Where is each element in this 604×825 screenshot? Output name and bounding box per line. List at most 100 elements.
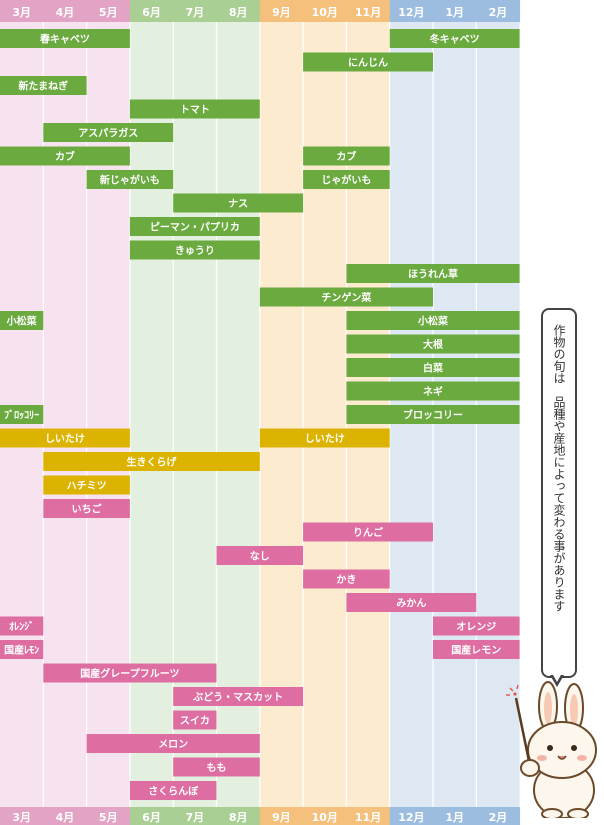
season-bar: スイカ [173, 710, 217, 730]
month-footer-cell [389, 807, 434, 825]
season-bar-label: ネギ [423, 385, 443, 398]
note-callout: 作物の旬は 品種や産地によって変わる事があります [541, 308, 577, 678]
month-footer-cell [216, 807, 261, 825]
season-bar: 新たまねぎ [0, 76, 87, 95]
season-bar: ブロッコリー [346, 405, 520, 424]
season-bar-rect [0, 311, 44, 330]
season-bar: トマト [129, 99, 260, 119]
month-column-bg [303, 0, 347, 825]
month-label-top: 2月 [489, 6, 508, 19]
season-bar-rect [129, 99, 260, 119]
season-bar: 新じゃがいも [86, 170, 174, 189]
month-footer-cell [433, 807, 477, 825]
season-bar-label: 大根 [423, 338, 443, 351]
month-header-cell [86, 0, 131, 22]
season-bar-label: スイカ [180, 715, 210, 727]
month-label-top: 7月 [186, 6, 205, 19]
month-label-bottom: 3月 [12, 811, 31, 824]
season-bar: 国産グレープフルーツ [43, 663, 217, 683]
note-text: 作物の旬は 品種や産地によって変わる事があります [552, 324, 566, 612]
season-bar: にんじん [303, 52, 433, 72]
season-bar-rect [129, 217, 260, 236]
season-bar-rect [303, 569, 390, 589]
season-bar: チンゲン菜 [259, 287, 433, 307]
month-footer-cell [0, 807, 44, 825]
month-label-bottom: 9月 [272, 811, 291, 824]
season-bar-rect [346, 311, 520, 330]
season-bar-label: ブロッコリー [403, 409, 463, 422]
month-header-cell [433, 0, 477, 22]
season-bar-label: にんじん [348, 57, 388, 69]
season-bar: ネギ [346, 381, 520, 401]
month-header-cell [303, 0, 347, 22]
season-bar: ｵﾚﾝｼﾞ [0, 616, 44, 636]
season-bar-rect [86, 170, 174, 189]
month-label-top: 5月 [99, 6, 118, 19]
season-bar-rect [86, 734, 260, 753]
month-footer-cell [86, 807, 131, 825]
month-label-bottom: 10月 [312, 811, 338, 824]
month-label-top: 1月 [445, 6, 464, 19]
month-label-top: 12月 [398, 6, 424, 19]
month-header-cell [0, 0, 44, 22]
month-label-bottom: 12月 [398, 811, 424, 824]
season-bar-label: 小松菜 [417, 315, 449, 328]
season-bar-label: アスパラガス [78, 127, 138, 140]
month-footer-cell [129, 807, 174, 825]
season-bar-label: 生きくらげ [127, 456, 178, 469]
season-bar: 白菜 [346, 358, 520, 377]
season-bar-rect [43, 123, 174, 142]
month-label-top: 3月 [12, 6, 31, 19]
season-bar-rect [0, 428, 130, 448]
season-bar-label: もも [207, 762, 227, 774]
month-header-top: 3月 4月 5月 6月 7月 8月 9月 10月 11月 12月 1月 2月 [0, 0, 521, 22]
month-label-top: 9月 [272, 6, 291, 19]
season-bar: アスパラガス [43, 123, 174, 142]
season-bar-rect [346, 593, 477, 612]
season-bar: しいたけ [259, 428, 390, 448]
season-bar-rect [0, 29, 130, 48]
month-header-bottom: 3月 4月 5月 6月 7月 8月 9月 10月 11月 12月 1月 2月 [0, 807, 521, 825]
season-bar: ほうれん草 [346, 264, 520, 283]
season-bar-label: メロン [158, 739, 188, 751]
season-bar-label: 白菜 [423, 362, 444, 375]
season-bar-label: いちご [72, 503, 103, 516]
season-bar-label: かき [336, 574, 356, 586]
month-footer-cell [173, 807, 217, 825]
season-bar: なし [216, 546, 304, 565]
season-bar: 国産レモン [433, 640, 520, 659]
season-bar-label: 冬キャベツ [430, 33, 480, 46]
month-header-cell [259, 0, 304, 22]
month-header-cell [389, 0, 434, 22]
season-bar-rect [259, 428, 390, 448]
month-label-bottom: 4月 [56, 811, 75, 824]
season-bar: しいたけ [0, 428, 130, 448]
season-bar: メロン [86, 734, 260, 753]
season-bar-label: ぶどう・マスカット [192, 691, 283, 704]
season-bar: じゃがいも [303, 170, 390, 189]
season-bar-rect [173, 193, 304, 213]
month-label-bottom: 8月 [229, 811, 248, 824]
season-bar-rect [346, 405, 520, 424]
season-bar: いちご [43, 499, 130, 518]
season-bar: きゅうり [129, 240, 260, 260]
month-label-bottom: 7月 [186, 811, 205, 824]
season-bar: さくらんぼ [129, 781, 217, 800]
season-bar-label: みかん [396, 598, 426, 610]
season-bar: 春キャベツ [0, 29, 130, 48]
season-bar-rect [433, 640, 520, 659]
month-label-top: 6月 [142, 6, 161, 19]
month-footer-cell [476, 807, 521, 825]
month-footer-cell [346, 807, 391, 825]
month-header-cell [476, 0, 521, 22]
season-bar-rect [389, 29, 520, 48]
season-bar-label: 新じゃがいも [100, 174, 160, 187]
month-label-bottom: 1月 [445, 811, 464, 824]
month-label-bottom: 2月 [489, 811, 508, 824]
season-bar-rect [303, 146, 390, 166]
season-bar-rect [303, 522, 433, 542]
season-bar: 大根 [346, 334, 520, 354]
month-footer-cell [259, 807, 304, 825]
season-bar-label: ナス [228, 198, 248, 210]
